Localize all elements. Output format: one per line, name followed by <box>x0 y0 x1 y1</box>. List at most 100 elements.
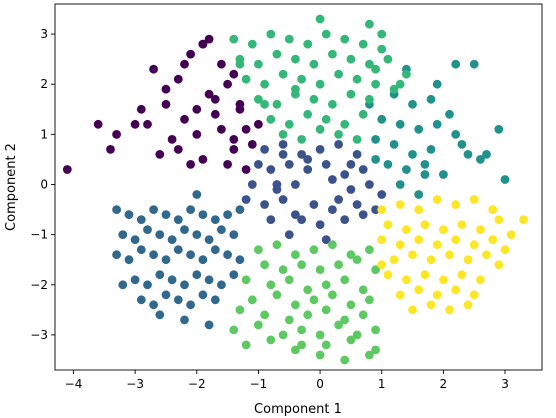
data-point <box>315 124 325 134</box>
data-point <box>358 210 368 220</box>
data-point <box>309 295 319 305</box>
data-point <box>500 245 510 255</box>
data-point <box>297 150 306 159</box>
data-point <box>155 310 165 320</box>
data-point <box>476 225 485 235</box>
data-point <box>414 190 424 199</box>
data-point <box>506 230 516 240</box>
data-point <box>130 235 140 245</box>
data-point <box>352 330 362 340</box>
data-point <box>346 54 356 64</box>
data-point <box>136 104 146 114</box>
data-point <box>198 155 208 164</box>
data-point <box>186 300 196 310</box>
data-point <box>451 200 461 209</box>
data-point <box>328 290 337 300</box>
data-point <box>469 195 479 204</box>
data-point <box>309 94 319 104</box>
data-point <box>432 240 442 250</box>
data-point <box>229 135 239 144</box>
data-point <box>377 190 387 199</box>
data-point <box>432 79 442 89</box>
data-point <box>494 260 504 270</box>
data-point <box>149 300 159 310</box>
x-tick-label: 0 <box>316 377 324 391</box>
data-point <box>328 99 337 109</box>
y-tick-label: −3 <box>30 328 48 342</box>
data-point <box>118 280 128 290</box>
data-point <box>210 245 220 255</box>
data-point <box>155 270 165 280</box>
data-point <box>124 210 134 220</box>
data-point <box>358 310 368 320</box>
data-point <box>297 340 306 350</box>
data-point <box>402 69 411 79</box>
data-point <box>395 79 405 89</box>
data-point <box>395 240 405 250</box>
data-point <box>217 124 226 134</box>
data-point <box>371 325 380 335</box>
data-point <box>180 280 189 290</box>
data-point <box>254 119 263 129</box>
data-point <box>457 270 467 280</box>
data-point <box>340 119 350 129</box>
data-point <box>278 150 288 159</box>
data-point <box>229 69 239 79</box>
data-point <box>340 315 350 325</box>
x-tick-label: 3 <box>501 377 509 391</box>
data-point <box>371 79 380 89</box>
data-point <box>106 145 115 154</box>
y-tick-label: 3 <box>40 27 48 41</box>
data-point <box>303 109 313 119</box>
data-point <box>62 165 72 174</box>
data-point <box>291 250 300 260</box>
data-point <box>272 240 282 250</box>
data-point <box>260 99 269 109</box>
data-point <box>266 114 276 124</box>
data-point <box>494 215 504 225</box>
data-point <box>346 335 356 345</box>
data-point <box>254 320 263 330</box>
data-point <box>112 130 121 139</box>
data-point <box>469 290 479 300</box>
data-point <box>210 109 220 119</box>
x-tick-label: −3 <box>126 377 144 391</box>
data-point <box>112 205 121 215</box>
data-point <box>198 290 208 300</box>
data-point <box>426 300 436 310</box>
data-point <box>414 235 424 245</box>
data-point <box>161 290 171 300</box>
data-point <box>217 59 226 69</box>
y-tick-label: 1 <box>40 127 48 141</box>
data-point <box>186 160 196 169</box>
data-point <box>272 99 282 109</box>
data-point <box>297 135 306 144</box>
y-axis-label: Component 2 <box>4 143 19 231</box>
data-point <box>451 285 461 295</box>
data-point <box>260 79 269 89</box>
data-point <box>266 29 276 39</box>
data-point <box>241 275 251 285</box>
data-point <box>173 145 183 154</box>
data-point <box>395 119 405 129</box>
data-point <box>210 215 220 225</box>
data-point <box>266 165 276 174</box>
data-point <box>254 245 263 255</box>
data-point <box>247 140 257 149</box>
data-point <box>186 49 196 59</box>
data-point <box>371 64 380 74</box>
data-point <box>377 29 387 39</box>
data-point <box>383 160 393 169</box>
data-point <box>180 59 189 69</box>
data-point <box>439 225 448 235</box>
data-point <box>371 155 380 164</box>
data-point <box>426 94 436 104</box>
data-point <box>198 210 208 220</box>
data-point <box>402 165 411 174</box>
data-point <box>161 210 171 220</box>
data-point <box>229 230 239 240</box>
data-point <box>395 290 405 300</box>
data-point <box>315 79 325 89</box>
data-point <box>284 230 294 240</box>
data-point <box>402 225 411 235</box>
